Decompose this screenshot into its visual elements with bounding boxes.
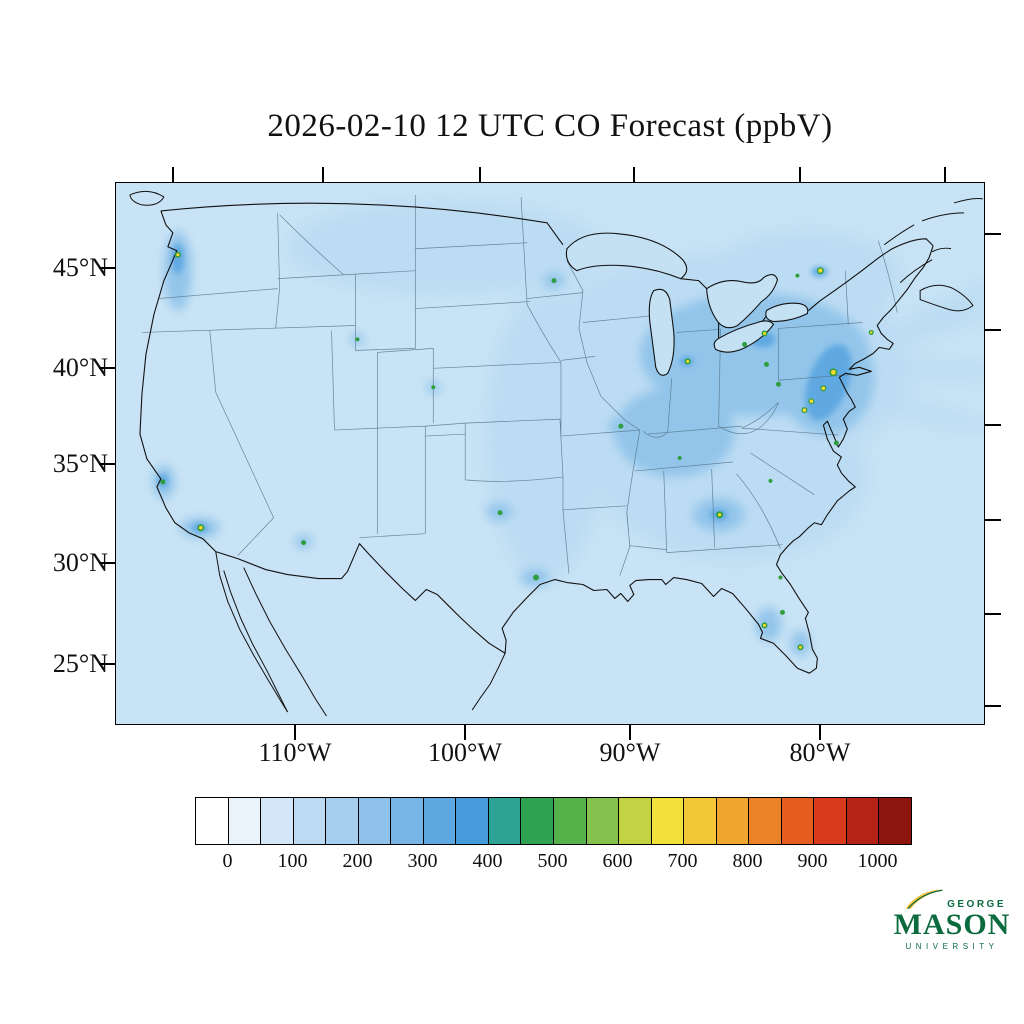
colorbar-cell — [619, 798, 652, 844]
colorbar-cell — [261, 798, 294, 844]
lat-label-30n: 30°N — [52, 548, 108, 577]
colorbar-label: 300 — [407, 850, 438, 872]
lat-tick-right — [985, 233, 1001, 235]
lon-tick-bottom — [819, 725, 821, 740]
logo-george-text: GEORGE — [947, 899, 1006, 910]
colorbar-cell — [293, 798, 327, 844]
lon-tick-top — [322, 167, 324, 182]
colorbar-label: 1000 — [857, 850, 898, 872]
colorbar — [195, 797, 912, 845]
gmu-logo: GEORGE MASON UNIVERSITY — [888, 888, 1016, 951]
lon-tick-bottom — [294, 725, 296, 740]
colorbar-cell — [228, 798, 262, 844]
neighbor-coastlines — [129, 190, 984, 717]
lat-tick-left — [99, 267, 115, 269]
colorbar-cell — [423, 798, 457, 844]
logo-university-text: UNIVERSITY — [905, 942, 999, 951]
colorbar-cell — [521, 798, 555, 844]
lat-label-40n: 40°N — [52, 353, 108, 382]
colorbar-label: 500 — [537, 850, 568, 872]
lat-tick-right — [985, 329, 1001, 331]
lon-tick-bottom — [629, 725, 631, 740]
lon-tick-top — [172, 167, 174, 182]
colorbar-cell — [846, 798, 880, 844]
lon-label-90w: 90°W — [599, 738, 661, 767]
colorbar-label: 100 — [277, 850, 308, 872]
colorbar-label: 800 — [732, 850, 763, 872]
colorbar-label: 0 — [222, 850, 233, 872]
hotspot-dots — [160, 251, 874, 651]
colorbar-label: 200 — [342, 850, 373, 872]
great-lakes — [565, 232, 809, 376]
lat-tick-right — [985, 705, 1001, 707]
lat-tick-right — [985, 424, 1001, 426]
lon-label-100w: 100°W — [428, 738, 502, 767]
colorbar-cell — [358, 798, 392, 844]
colorbar-cell — [814, 798, 847, 844]
colorbar-cell — [196, 798, 229, 844]
colorbar-cell — [488, 798, 522, 844]
page-title: 2026-02-10 12 UTC CO Forecast (ppbV) — [267, 108, 833, 144]
lat-tick-left — [99, 663, 115, 665]
lat-tick-left — [99, 463, 115, 465]
colorbar-cell — [716, 798, 750, 844]
colorbar-label: 600 — [602, 850, 633, 872]
colorbar-labels: 0 100 200 300 400 500 600 700 800 900 10… — [195, 850, 910, 876]
lat-tick-right — [985, 519, 1001, 521]
co-forecast-map — [116, 183, 984, 724]
colorbar-cell — [684, 798, 717, 844]
map-plot-frame — [115, 182, 985, 725]
colorbar-label: 700 — [667, 850, 698, 872]
colorbar-label: 400 — [472, 850, 503, 872]
colorbar-cell — [391, 798, 424, 844]
lon-label-110w: 110°W — [258, 738, 332, 767]
colorbar-cell — [586, 798, 620, 844]
lat-label-45n: 45°N — [52, 253, 108, 282]
lon-label-80w: 80°W — [789, 738, 851, 767]
coastline-outline — [139, 202, 934, 674]
lon-tick-top — [479, 167, 481, 182]
colorbar-cell — [749, 798, 782, 844]
colorbar-cell — [456, 798, 489, 844]
lon-tick-top — [633, 167, 635, 182]
lat-tick-left — [99, 562, 115, 564]
lon-tick-bottom — [464, 725, 466, 740]
gmu-swoosh-icon — [905, 889, 943, 910]
colorbar-cell — [651, 798, 685, 844]
logo-mason-text: MASON — [893, 908, 1011, 941]
lat-tick-right — [985, 613, 1001, 615]
colorbar-cell — [879, 798, 912, 844]
lat-label-25n: 25°N — [52, 649, 108, 678]
lon-tick-top — [799, 167, 801, 182]
colorbar-label: 900 — [797, 850, 828, 872]
colorbar-cell — [554, 798, 587, 844]
lat-label-35n: 35°N — [52, 449, 108, 478]
lat-tick-left — [99, 367, 115, 369]
lon-tick-top — [944, 167, 946, 182]
colorbar-cell — [781, 798, 815, 844]
colorbar-cell — [326, 798, 359, 844]
